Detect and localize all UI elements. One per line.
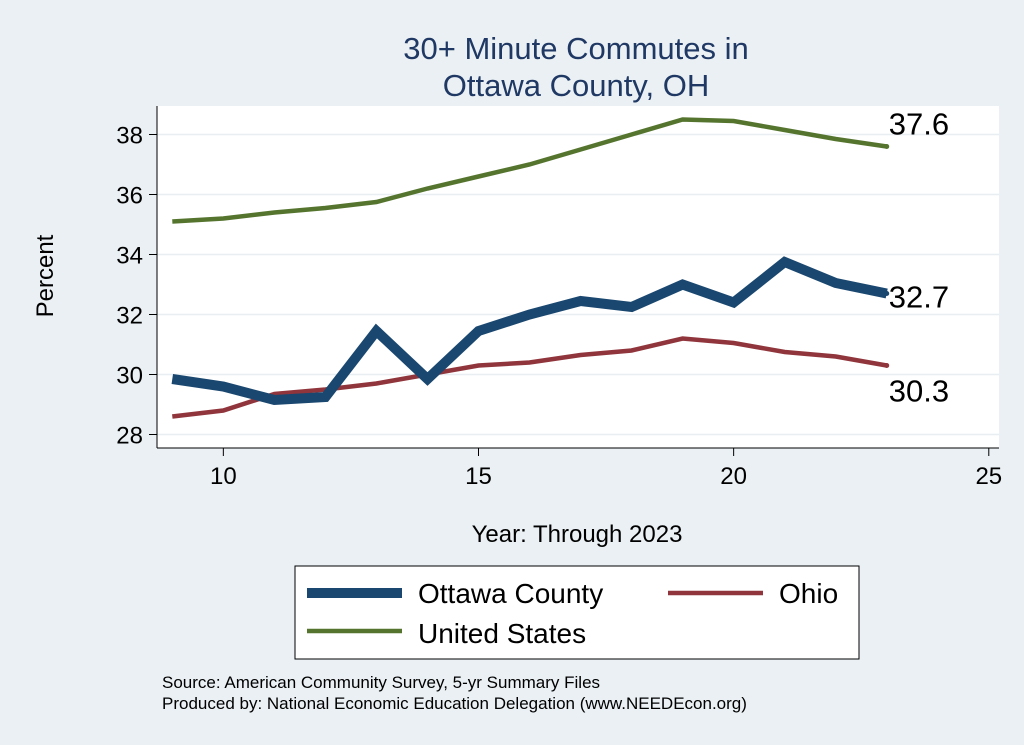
y-axis-title: Percent <box>32 234 59 317</box>
x-tick-label: 15 <box>465 463 492 490</box>
end-label-ottawa-county: 32.7 <box>889 280 949 315</box>
end-label-united-states: 37.6 <box>889 107 949 142</box>
series-line-ohio <box>172 336 888 419</box>
end-point-ohio <box>884 363 890 368</box>
series-lines <box>171 117 890 419</box>
y-tick-label: 30 <box>116 363 143 390</box>
legend: Ottawa County Ohio United States <box>294 565 860 660</box>
series-line-united-states <box>172 117 888 224</box>
legend-label-ottawa-county: Ottawa County <box>418 578 603 609</box>
series-line-ottawa-county <box>171 256 888 406</box>
end-point-ottawa-county <box>884 291 890 296</box>
chart-title-line-2: Ottawa County, OH <box>443 68 709 103</box>
x-tick-label: 10 <box>210 463 237 490</box>
legend-label-united-states: United States <box>418 618 586 649</box>
y-tick-label: 38 <box>116 123 143 150</box>
legend-label-ohio: Ohio <box>779 578 838 609</box>
grid-lines <box>157 133 999 436</box>
x-axis-title: Year: Through 2023 <box>472 521 683 548</box>
legend-box <box>294 565 860 660</box>
y-tick-label: 36 <box>116 183 143 210</box>
end-point-united-states <box>884 144 890 149</box>
end-label-ohio: 30.3 <box>889 374 949 409</box>
x-tick-label: 20 <box>720 463 747 490</box>
produced-by-note: Produced by: National Economic Education… <box>162 694 747 713</box>
y-tick-label: 34 <box>116 243 143 270</box>
chart-title-line-1: 30+ Minute Commutes in <box>403 31 748 66</box>
y-tick-label: 28 <box>116 423 143 450</box>
x-tick-label: 25 <box>975 463 1002 490</box>
source-note: Source: American Community Survey, 5-yr … <box>162 673 600 692</box>
end-labels: 32.7 30.3 37.6 <box>889 107 949 409</box>
y-tick-label: 32 <box>116 303 143 330</box>
axes: 28 30 32 34 36 38 10 15 20 25 <box>116 106 1002 490</box>
